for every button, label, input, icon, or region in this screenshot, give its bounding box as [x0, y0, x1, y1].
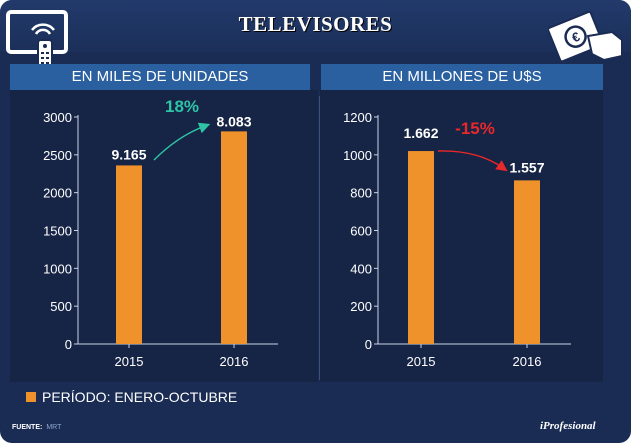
source-value: MRT — [46, 424, 62, 431]
data-label: 1.662 — [403, 125, 438, 141]
y-tick-label: 200 — [350, 299, 372, 314]
legend: PERÍODO: ENERO-OCTUBRE — [26, 389, 237, 405]
x-tick-label: 2015 — [407, 354, 436, 369]
y-tick-label: 2000 — [43, 186, 72, 201]
money-bill-icon: € — [548, 10, 623, 63]
y-tick-label: 0 — [365, 337, 372, 352]
bar — [408, 151, 434, 344]
chart-left-panel — [10, 90, 318, 382]
data-label: 9.165 — [111, 146, 146, 162]
y-tick-label: 1500 — [43, 224, 72, 239]
y-tick-label: 1000 — [343, 148, 372, 163]
data-label: 1.557 — [509, 159, 544, 175]
y-tick-label: 500 — [50, 299, 72, 314]
legend-swatch — [26, 392, 36, 402]
y-tick-label: 1200 — [343, 110, 372, 125]
y-tick-label: 800 — [350, 186, 372, 201]
change-label: -15% — [455, 119, 495, 138]
page-title: TELEVISORES — [238, 12, 393, 36]
bar — [514, 180, 540, 344]
legend-label: PERÍODO: ENERO-OCTUBRE — [42, 389, 238, 405]
y-tick-label: 1000 — [43, 261, 72, 276]
x-tick-label: 2016 — [513, 354, 542, 369]
y-tick-label: 400 — [350, 261, 372, 276]
change-label: 18% — [165, 97, 199, 116]
header-bar: TELEVISORES € — [0, 0, 631, 73]
tv-remote-icon — [6, 10, 68, 73]
brand-logo: iProfesional — [540, 420, 596, 432]
chart-right-panel — [320, 90, 603, 382]
chart-right-title: EN MILLONES DE U$S — [321, 64, 603, 90]
chart-left-title: EN MILES DE UNIDADES — [10, 64, 310, 90]
y-tick-label: 600 — [350, 224, 372, 239]
change-arrow — [153, 122, 211, 161]
panel-divider — [319, 96, 320, 380]
x-tick-label: 2015 — [115, 354, 144, 369]
bar — [221, 131, 247, 344]
change-arrow — [437, 150, 508, 172]
y-tick-label: 2500 — [43, 148, 72, 163]
y-tick-label: 3000 — [43, 110, 72, 125]
y-tick-label: 0 — [65, 337, 72, 352]
x-tick-label: 2016 — [220, 354, 249, 369]
data-label: 8.083 — [216, 113, 251, 129]
source-note: FUENTE: MRT — [12, 424, 61, 431]
source-label: FUENTE: — [12, 424, 43, 431]
bar — [116, 165, 142, 344]
